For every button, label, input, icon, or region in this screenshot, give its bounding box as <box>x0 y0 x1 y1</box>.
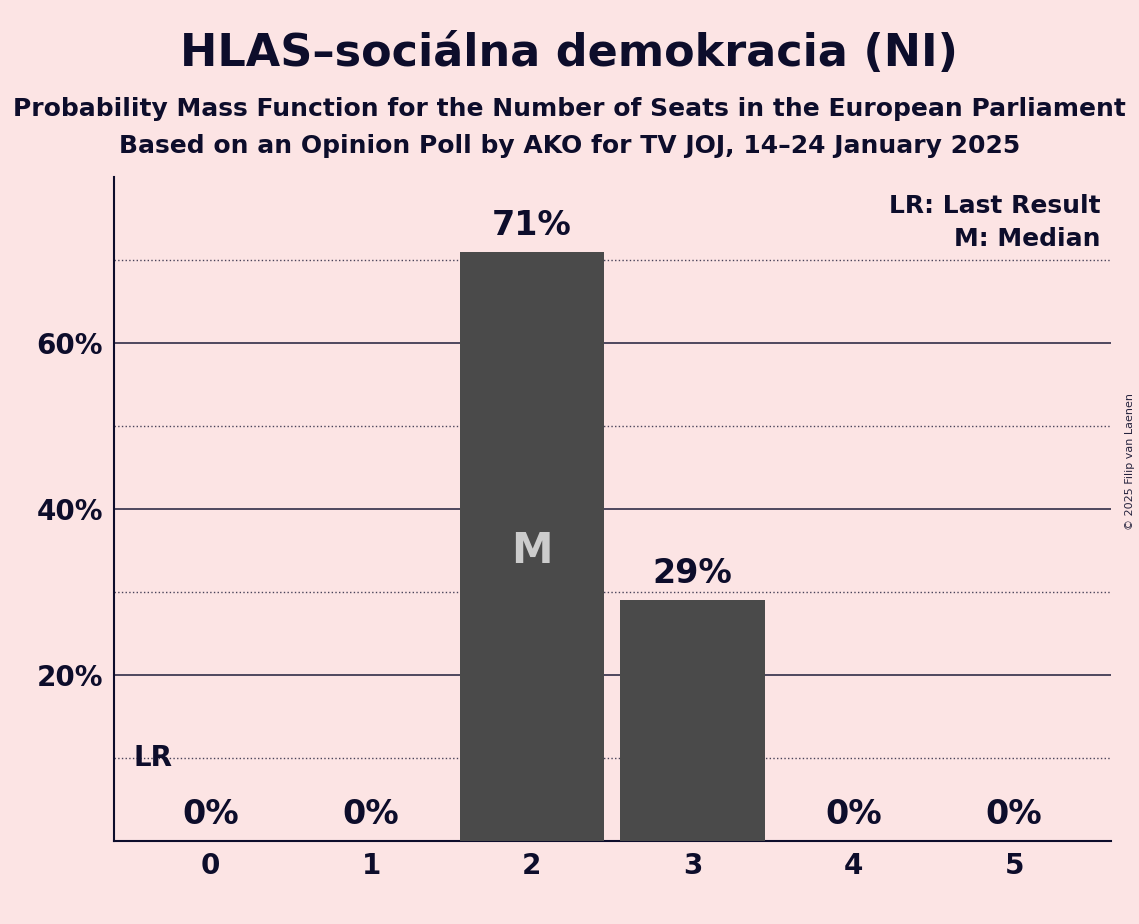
Bar <box>621 601 765 841</box>
Text: 0%: 0% <box>985 798 1042 831</box>
Bar <box>459 252 604 841</box>
Text: © 2025 Filip van Laenen: © 2025 Filip van Laenen <box>1125 394 1134 530</box>
Text: LR: LR <box>134 744 173 772</box>
Text: 0%: 0% <box>343 798 400 831</box>
Text: 0%: 0% <box>825 798 882 831</box>
Text: 29%: 29% <box>653 557 732 590</box>
Text: HLAS–sociálna demokracia (NI): HLAS–sociálna demokracia (NI) <box>180 32 959 76</box>
Text: 71%: 71% <box>492 209 572 242</box>
Text: M: Median: M: Median <box>954 227 1100 251</box>
Text: LR: Last Result: LR: Last Result <box>888 194 1100 218</box>
Text: M: M <box>511 529 552 572</box>
Text: Probability Mass Function for the Number of Seats in the European Parliament: Probability Mass Function for the Number… <box>13 97 1126 121</box>
Text: 0%: 0% <box>182 798 239 831</box>
Text: Based on an Opinion Poll by AKO for TV JOJ, 14–24 January 2025: Based on an Opinion Poll by AKO for TV J… <box>118 134 1021 158</box>
